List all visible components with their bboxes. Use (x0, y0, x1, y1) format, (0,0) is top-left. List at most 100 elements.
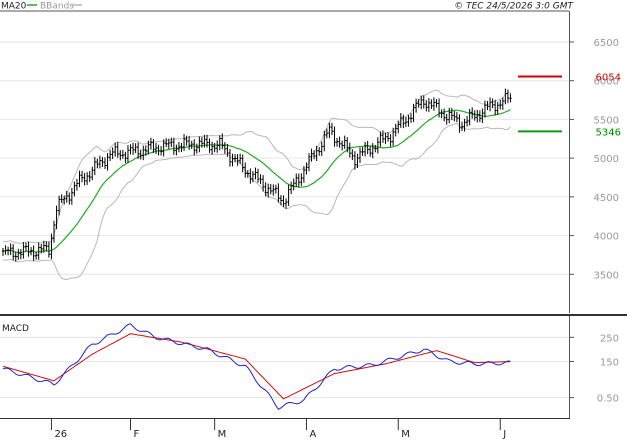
price-bar (481, 108, 484, 123)
price-bar (185, 135, 188, 146)
price-bar (75, 178, 79, 191)
price-bar (182, 134, 186, 151)
macd-tick-label: 250 (600, 333, 619, 344)
price-bar (509, 93, 512, 103)
price-bar (397, 120, 400, 134)
price-bar (73, 181, 76, 197)
x-tick-label: M (218, 429, 227, 440)
price-bar (93, 156, 96, 176)
price-bar (292, 178, 295, 191)
ma20-line (2, 108, 511, 254)
price-bar (29, 247, 33, 256)
price-bar (124, 151, 127, 164)
price-bar (4, 245, 7, 255)
price-bar (241, 154, 244, 173)
price-bar (351, 149, 354, 161)
price-bar (448, 107, 451, 124)
price-bar (478, 110, 482, 123)
price-bar (264, 182, 267, 197)
price-bar (142, 145, 145, 161)
price-bar (52, 220, 56, 243)
bband-upper (2, 89, 511, 244)
price-bar (458, 114, 461, 133)
price-bar (57, 195, 61, 216)
price-bar (136, 142, 140, 159)
price-bar (213, 142, 216, 153)
price-bar (455, 112, 459, 123)
price-bar (24, 242, 28, 252)
price-bar (330, 122, 334, 136)
price-bar (435, 99, 438, 108)
macd-tick-label: 0.50 (597, 394, 619, 405)
price-bar (460, 121, 464, 131)
price-bar (170, 137, 173, 147)
price-bar (254, 167, 257, 180)
price-tick-label: 5000 (594, 154, 619, 165)
price-bar (198, 136, 201, 153)
price-bar (9, 243, 12, 256)
price-bar (343, 135, 346, 149)
price-bar (274, 184, 278, 194)
price-bar (501, 97, 504, 110)
price-bar (476, 109, 479, 123)
price-bar (289, 181, 293, 195)
price-bar (167, 138, 170, 149)
bband-lower (2, 122, 511, 281)
macd-tick-label: 150 (600, 357, 619, 368)
price-bar (256, 168, 260, 183)
price-bar (251, 171, 255, 183)
price-bar (282, 195, 285, 207)
price-bar (394, 123, 397, 137)
price-bar (300, 173, 303, 186)
price-bar (149, 137, 153, 150)
price-bar (152, 139, 155, 153)
price-tick-label: 4500 (594, 193, 619, 204)
price-bar (103, 157, 107, 169)
price-bar (261, 175, 265, 192)
price-bar (371, 143, 374, 159)
price-bar (63, 195, 66, 205)
price-bar (335, 137, 339, 147)
price-bar (203, 134, 206, 148)
price-bar (493, 99, 497, 116)
price-y-ticks: 3500 4000 4500 5000 5500 6000 6500 (594, 38, 619, 281)
price-bar (111, 147, 114, 160)
price-bar (42, 240, 45, 253)
price-tick-label: 6500 (594, 38, 619, 49)
price-bar (14, 251, 17, 262)
resistance-label: 6054 (596, 73, 621, 84)
price-bar (244, 162, 247, 178)
price-bar (358, 147, 362, 164)
price-bar (363, 141, 367, 157)
price-bar (328, 122, 331, 139)
price-bar (297, 173, 300, 188)
price-bar (471, 107, 474, 119)
price-bar (348, 142, 351, 158)
price-bar (83, 172, 86, 186)
price-bar (101, 156, 104, 168)
price-bar (175, 144, 178, 156)
legend-bbands: BBands (40, 2, 74, 12)
price-bar (414, 98, 418, 113)
price-bar (96, 158, 99, 169)
price-bar (407, 114, 410, 127)
price-bar (389, 134, 392, 147)
macd-signal-line (2, 333, 511, 400)
price-bar (491, 98, 494, 109)
price-bar (422, 95, 425, 109)
price-bar (154, 142, 158, 155)
price-tick-label: 5500 (594, 115, 619, 126)
price-bar (236, 154, 239, 166)
macd-main-line (2, 323, 511, 410)
x-axis-ticks: 26 F M A M J (50, 418, 506, 440)
price-bar (404, 116, 408, 127)
price-bar (384, 132, 387, 144)
price-bar (369, 145, 372, 157)
price-bar (226, 143, 229, 157)
price-bar (195, 143, 198, 154)
price-bar (391, 127, 395, 146)
price-bar (338, 136, 341, 148)
price-bar (233, 153, 237, 163)
price-bar (499, 99, 502, 110)
